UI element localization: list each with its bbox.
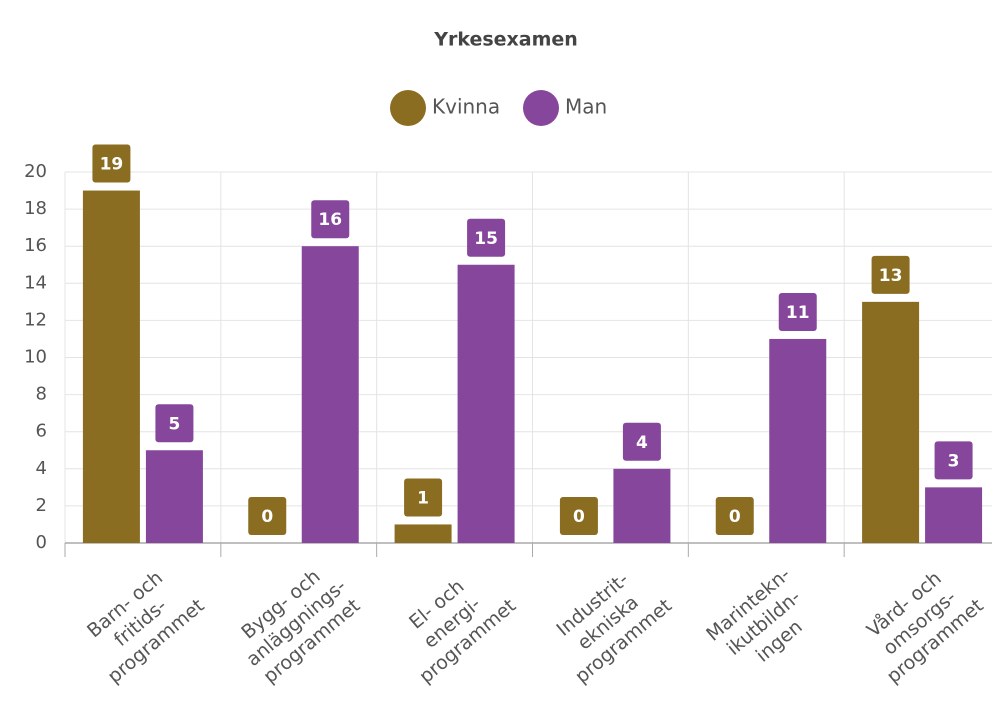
y-tick-label: 18	[24, 198, 47, 219]
y-tick-label: 6	[36, 421, 47, 442]
data-label-box	[311, 200, 350, 239]
y-tick-label: 10	[24, 347, 47, 368]
bar	[769, 338, 827, 543]
chart-title: Yrkesexamen	[433, 29, 578, 51]
data-label-box	[404, 478, 443, 517]
y-tick-label: 8	[36, 384, 47, 405]
y-tick-label: 2	[36, 495, 47, 516]
data-label-box	[871, 255, 910, 294]
legend-swatch	[390, 90, 426, 126]
data-label-box	[715, 497, 754, 535]
bar	[394, 524, 452, 543]
y-tick-label: 12	[24, 309, 47, 330]
data-label: 19	[100, 155, 124, 175]
legend-swatch	[523, 90, 559, 126]
data-label-box	[778, 292, 817, 331]
y-tick-label: 4	[36, 458, 47, 479]
legend-label: Kvinna	[432, 95, 500, 119]
data-label: 11	[786, 303, 810, 323]
data-label: 0	[573, 507, 585, 527]
y-tick-label: 14	[24, 272, 47, 293]
bar	[862, 301, 920, 543]
y-tick-label: 16	[24, 235, 47, 256]
bar	[457, 264, 515, 543]
data-label-box	[92, 144, 131, 183]
data-label: 16	[318, 210, 342, 230]
data-label-box	[559, 497, 598, 535]
data-label: 4	[636, 433, 648, 453]
x-tick-label-group: Marintekn-ikutbildn-ingen	[702, 563, 806, 667]
data-label: 1	[417, 488, 429, 508]
data-label-box	[248, 497, 287, 535]
bar	[925, 487, 983, 543]
data-label-box	[467, 218, 506, 257]
data-label: 5	[168, 414, 180, 434]
data-label: 0	[261, 507, 273, 527]
data-label-box	[155, 404, 194, 443]
bar	[613, 468, 671, 543]
bar	[301, 246, 359, 543]
data-label: 0	[729, 507, 741, 527]
data-label: 3	[948, 451, 960, 471]
data-label: 13	[879, 266, 903, 286]
y-tick-label: 20	[24, 161, 47, 182]
data-label-box	[934, 441, 973, 480]
data-label-box	[622, 422, 661, 461]
bar	[145, 450, 203, 543]
bar	[82, 190, 140, 544]
legend-label: Man	[565, 95, 607, 119]
data-label: 15	[474, 229, 498, 249]
y-tick-label: 0	[36, 532, 47, 553]
